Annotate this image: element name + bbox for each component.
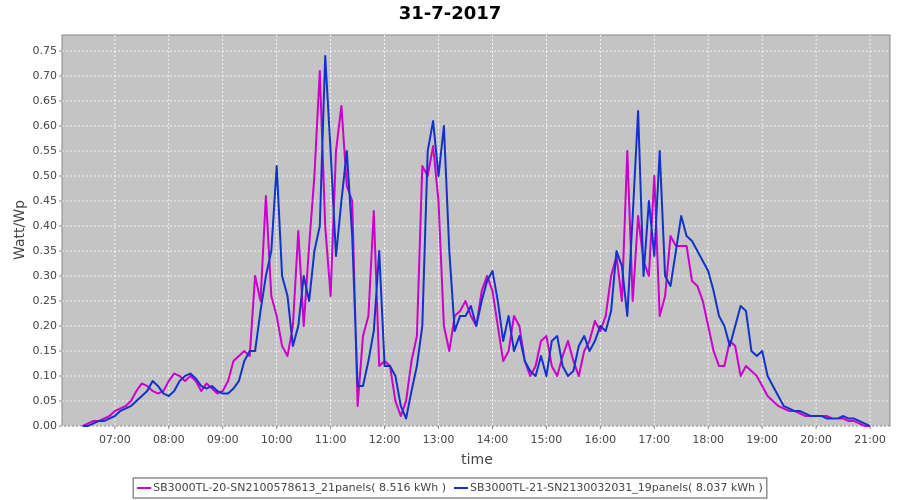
x-tick-label: 17:00 (638, 433, 670, 446)
legend-box (132, 477, 768, 499)
y-tick-label: 0.50 (33, 169, 58, 182)
x-tick-label: 10:00 (261, 433, 293, 446)
y-tick-label: 0.40 (33, 219, 58, 232)
legend-label: SB3000TL-21-SN2130032031_19panels( 8.037… (470, 481, 763, 494)
x-tick-label: 14:00 (477, 433, 509, 446)
x-tick-label: 11:00 (315, 433, 347, 446)
y-tick-label: 0.20 (33, 319, 58, 332)
y-tick-label: 0.30 (33, 269, 58, 282)
x-tick-label: 20:00 (800, 433, 832, 446)
y-tick-label: 0.65 (33, 94, 58, 107)
y-tick-label: 0.60 (33, 119, 58, 132)
x-axis-label: time (461, 452, 493, 468)
y-axis-label: Watt/Wp (12, 200, 28, 260)
x-tick-label: 12:00 (369, 433, 401, 446)
y-tick-label: 0.55 (33, 144, 58, 157)
x-tick-label: 18:00 (692, 433, 724, 446)
y-tick-label: 0.00 (33, 419, 58, 432)
y-tick-label: 0.45 (33, 194, 58, 207)
y-tick-label: 0.70 (33, 69, 58, 82)
legend: SB3000TL-20-SN2100578613_21panels( 8.516… (132, 477, 768, 499)
legend-label: SB3000TL-20-SN2100578613_21panels( 8.516… (153, 481, 446, 494)
x-tick-label: 19:00 (746, 433, 778, 446)
x-tick-label: 15:00 (531, 433, 563, 446)
x-tick-label: 21:00 (854, 433, 886, 446)
y-tick-label: 0.25 (33, 294, 58, 307)
chart-title: 31-7-2017 (399, 3, 502, 24)
y-tick-label: 0.05 (33, 394, 58, 407)
x-tick-label: 09:00 (207, 433, 239, 446)
x-tick-label: 16:00 (584, 433, 616, 446)
x-tick-label: 07:00 (99, 433, 131, 446)
y-tick-label: 0.10 (33, 369, 58, 382)
x-tick-label: 08:00 (153, 433, 185, 446)
y-tick-label: 0.15 (33, 344, 58, 357)
plot-area (61, 34, 891, 427)
y-tick-label: 0.35 (33, 244, 58, 257)
series-line (82, 55, 871, 427)
x-tick-label: 13:00 (423, 433, 455, 446)
y-tick-label: 0.75 (33, 44, 58, 57)
